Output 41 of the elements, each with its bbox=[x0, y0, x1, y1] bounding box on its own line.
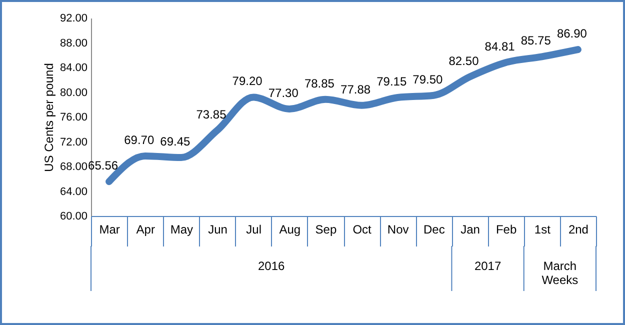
x-tick-label: 2nd bbox=[568, 222, 588, 236]
text: 2016 bbox=[258, 259, 286, 273]
y-tick-label: 92.00 bbox=[60, 12, 88, 24]
y-tick-label: 80.00 bbox=[60, 86, 88, 99]
text: 82.50 bbox=[448, 54, 479, 68]
x-tick-label: May bbox=[170, 222, 194, 236]
text: 77.88 bbox=[340, 82, 371, 96]
x-tick-label: Oct bbox=[352, 222, 372, 236]
x-tick-label: Dec bbox=[424, 222, 445, 236]
text: 85.75 bbox=[520, 34, 551, 48]
y-axis-title: US Cents per pound bbox=[42, 63, 56, 172]
x-tick-label: Jun bbox=[208, 222, 228, 236]
y-tick-label: 60.00 bbox=[60, 210, 88, 222]
text: 77.30 bbox=[268, 86, 298, 100]
text: 2017 bbox=[474, 259, 502, 273]
text: March Weeks bbox=[542, 259, 578, 287]
y-tick-label: 84.00 bbox=[60, 62, 88, 74]
y-tick-label: 72.00 bbox=[60, 136, 88, 148]
text: 86.90 bbox=[556, 26, 587, 41]
text: 79.50 bbox=[412, 72, 443, 86]
text: 79.20 bbox=[232, 74, 262, 88]
x-tick-label: Sep bbox=[315, 222, 337, 236]
x-tick-label: Jul bbox=[246, 222, 262, 236]
x-tick-label: 1st bbox=[534, 222, 552, 236]
text: 84.81 bbox=[484, 39, 515, 54]
x-tick-label: Nov bbox=[387, 222, 409, 236]
y-tick-label: 68.00 bbox=[60, 161, 88, 173]
y-tick-label: 88.00 bbox=[60, 37, 88, 50]
x-tick-label: Jan bbox=[460, 222, 480, 236]
text: 78.85 bbox=[304, 76, 334, 90]
text: 69.45 bbox=[160, 134, 190, 149]
x-tick-label: Feb bbox=[496, 222, 517, 236]
x-tick-label: Aug bbox=[279, 222, 301, 236]
x-tick-label: Mar bbox=[99, 222, 120, 236]
text: 65.56 bbox=[88, 158, 118, 173]
y-tick-label: 76.00 bbox=[60, 112, 88, 124]
x-tick-label: Apr bbox=[136, 222, 155, 236]
text: 73.85 bbox=[196, 107, 226, 122]
text: 69.70 bbox=[124, 132, 154, 147]
y-tick-label: 64.00 bbox=[60, 186, 88, 198]
text: 79.15 bbox=[376, 74, 407, 89]
